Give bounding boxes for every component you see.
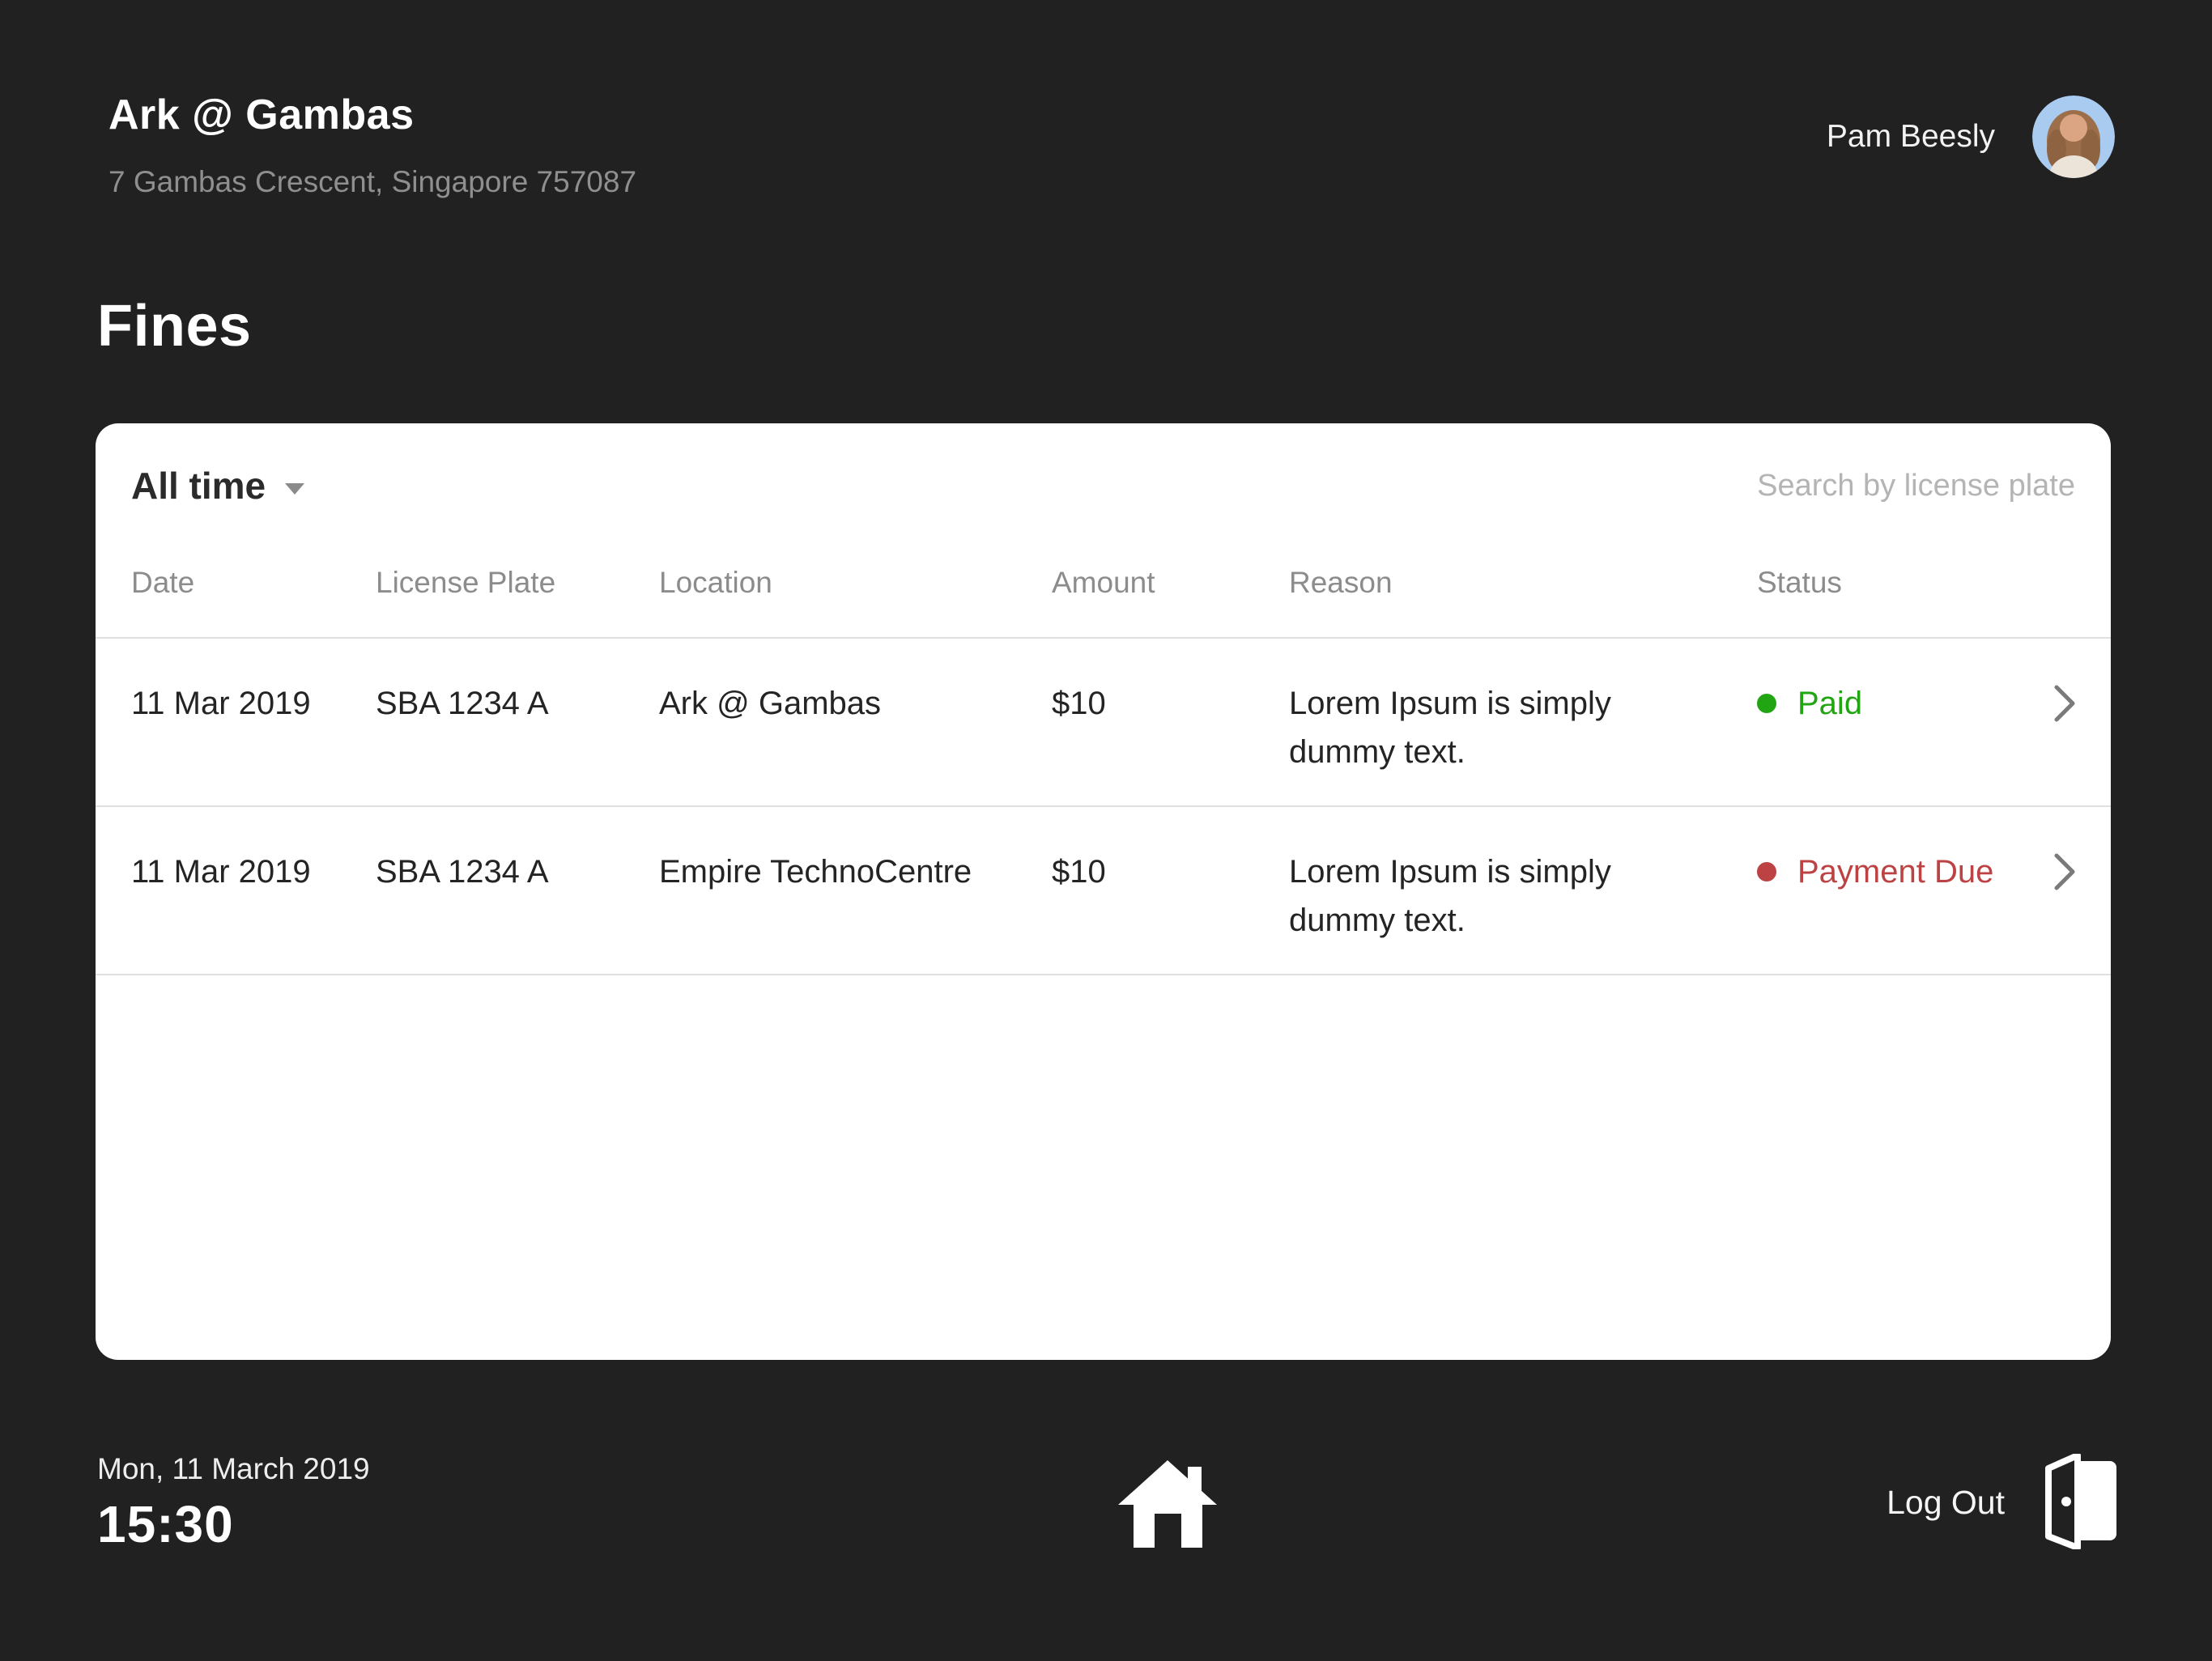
status-label: Paid [1797,686,1863,721]
user-name: Pam Beesly [1826,119,1995,154]
footer-date: Mon, 11 March 2019 [97,1452,370,1485]
header-cell-license-plate: License Plate [376,566,556,599]
footer-clock: 15:30 [97,1495,234,1553]
site-address: 7 Gambas Crescent, Singapore 757087 [108,165,637,198]
page-title: Fines [97,294,252,359]
fines-card: All time Date License Plate Location Amo… [96,423,2111,1360]
logout-button[interactable]: Log Out [1887,1452,2116,1552]
door-open-icon [2042,1452,2116,1552]
user-chip[interactable]: Pam Beesly [1827,96,2115,178]
header-cell-amount: Amount [1052,566,1155,599]
home-icon [1118,1460,1217,1550]
status-label: Payment Due [1797,854,1994,890]
status-badge: Paid [1757,679,2054,728]
table-header: Date License Plate Location Amount Reaso… [96,566,2111,639]
time-filter-label: All time [131,465,266,507]
cell-date: 11 Mar 2019 [131,854,311,890]
table-row[interactable]: 11 Mar 2019 SBA 1234 A Empire TechnoCent… [96,807,2111,975]
header-cell-location: Location [659,566,772,599]
cell-reason: Lorem Ipsum is simply dummy text. [1289,854,1611,938]
header-cell-reason: Reason [1289,566,1393,599]
header-cell-status: Status [1757,566,1842,599]
cell-date: 11 Mar 2019 [131,686,311,721]
caret-down-icon [285,483,305,495]
status-dot-icon [1757,694,1776,713]
logout-label: Log Out [1887,1484,2005,1521]
cell-location: Ark @ Gambas [659,686,882,721]
time-filter-dropdown[interactable]: All time [131,464,305,508]
chevron-right-icon[interactable] [2054,679,2075,728]
cell-amount: $10 [1052,854,1106,890]
home-button[interactable] [1118,1460,1217,1548]
site-title: Ark @ Gambas [108,91,415,138]
top-header: Ark @ Gambas 7 Gambas Crescent, Singapor… [108,91,636,199]
table-row[interactable]: 11 Mar 2019 SBA 1234 A Ark @ Gambas $10 … [96,639,2111,807]
cell-reason: Lorem Ipsum is simply dummy text. [1289,686,1611,770]
header-cell-date: Date [131,566,195,599]
search-input[interactable] [1589,468,2075,503]
card-toolbar: All time [96,423,2111,508]
cell-amount: $10 [1052,686,1106,721]
cell-license-plate: SBA 1234 A [376,686,549,721]
cell-license-plate: SBA 1234 A [376,854,549,890]
avatar-photo-icon [2032,96,2115,178]
status-badge: Payment Due [1757,847,2054,896]
footer-datetime: Mon, 11 March 2019 15:30 [97,1452,370,1554]
chevron-right-icon[interactable] [2054,847,2075,896]
status-dot-icon [1757,862,1776,881]
cell-location: Empire TechnoCentre [659,854,972,890]
